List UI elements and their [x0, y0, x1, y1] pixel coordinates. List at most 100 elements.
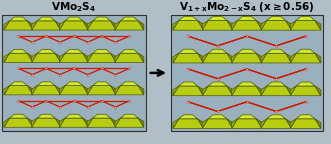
Polygon shape	[267, 16, 286, 20]
Polygon shape	[83, 53, 88, 62]
Polygon shape	[202, 119, 208, 128]
Polygon shape	[115, 21, 144, 30]
Polygon shape	[27, 86, 33, 95]
Polygon shape	[267, 49, 286, 53]
Polygon shape	[179, 82, 198, 86]
Polygon shape	[261, 86, 267, 96]
Polygon shape	[138, 86, 144, 95]
Polygon shape	[290, 86, 321, 96]
Polygon shape	[65, 49, 83, 53]
Polygon shape	[93, 17, 111, 21]
Polygon shape	[87, 86, 93, 95]
Polygon shape	[173, 86, 179, 96]
Polygon shape	[315, 86, 321, 96]
Polygon shape	[232, 53, 237, 63]
Polygon shape	[290, 119, 321, 128]
Polygon shape	[202, 119, 233, 128]
Polygon shape	[115, 118, 120, 127]
Polygon shape	[290, 53, 321, 63]
Polygon shape	[202, 20, 233, 30]
Polygon shape	[87, 53, 116, 62]
Polygon shape	[208, 115, 227, 119]
Polygon shape	[138, 118, 144, 127]
Polygon shape	[4, 118, 10, 127]
Polygon shape	[32, 118, 37, 127]
Polygon shape	[227, 20, 233, 30]
Polygon shape	[115, 53, 144, 62]
Polygon shape	[65, 82, 83, 86]
Polygon shape	[87, 53, 93, 62]
Polygon shape	[32, 21, 37, 30]
Polygon shape	[198, 119, 204, 128]
Polygon shape	[237, 16, 256, 20]
Polygon shape	[173, 86, 204, 96]
Polygon shape	[65, 114, 83, 118]
Polygon shape	[208, 82, 227, 86]
Polygon shape	[120, 114, 138, 118]
Polygon shape	[227, 86, 233, 96]
Polygon shape	[10, 17, 27, 21]
Polygon shape	[111, 86, 116, 95]
Polygon shape	[232, 119, 237, 128]
Polygon shape	[208, 49, 227, 53]
Polygon shape	[261, 53, 267, 63]
FancyBboxPatch shape	[2, 15, 146, 131]
Polygon shape	[173, 53, 179, 63]
Polygon shape	[202, 53, 208, 63]
Polygon shape	[111, 53, 116, 62]
Polygon shape	[93, 49, 111, 53]
Polygon shape	[87, 86, 116, 95]
Polygon shape	[59, 118, 65, 127]
Polygon shape	[227, 53, 233, 63]
Polygon shape	[4, 21, 33, 30]
Polygon shape	[173, 119, 179, 128]
Polygon shape	[202, 86, 233, 96]
FancyBboxPatch shape	[170, 15, 323, 131]
Polygon shape	[59, 86, 65, 95]
Polygon shape	[59, 118, 88, 127]
Polygon shape	[32, 86, 61, 95]
Polygon shape	[179, 115, 198, 119]
Polygon shape	[315, 119, 321, 128]
Polygon shape	[37, 17, 55, 21]
Polygon shape	[198, 20, 204, 30]
Polygon shape	[290, 119, 296, 128]
Polygon shape	[59, 53, 88, 62]
Polygon shape	[296, 16, 315, 20]
Polygon shape	[237, 115, 256, 119]
Polygon shape	[55, 118, 61, 127]
Polygon shape	[59, 53, 65, 62]
Polygon shape	[32, 53, 37, 62]
Polygon shape	[286, 86, 292, 96]
Polygon shape	[59, 21, 88, 30]
Polygon shape	[267, 115, 286, 119]
Polygon shape	[111, 118, 116, 127]
Polygon shape	[32, 118, 61, 127]
Polygon shape	[93, 82, 111, 86]
Polygon shape	[138, 53, 144, 62]
Polygon shape	[10, 114, 27, 118]
Polygon shape	[115, 21, 120, 30]
Polygon shape	[261, 20, 292, 30]
Polygon shape	[32, 53, 61, 62]
Polygon shape	[296, 82, 315, 86]
Polygon shape	[87, 118, 93, 127]
Polygon shape	[296, 115, 315, 119]
Polygon shape	[120, 49, 138, 53]
Polygon shape	[65, 17, 83, 21]
Polygon shape	[87, 118, 116, 127]
Polygon shape	[261, 119, 292, 128]
Polygon shape	[32, 86, 37, 95]
Polygon shape	[173, 20, 179, 30]
Polygon shape	[115, 53, 120, 62]
Polygon shape	[59, 21, 65, 30]
Polygon shape	[55, 53, 61, 62]
Polygon shape	[256, 119, 262, 128]
Polygon shape	[208, 16, 227, 20]
Polygon shape	[173, 53, 204, 63]
Polygon shape	[37, 49, 55, 53]
Polygon shape	[115, 86, 120, 95]
Polygon shape	[115, 86, 144, 95]
Polygon shape	[232, 86, 262, 96]
Polygon shape	[232, 53, 262, 63]
